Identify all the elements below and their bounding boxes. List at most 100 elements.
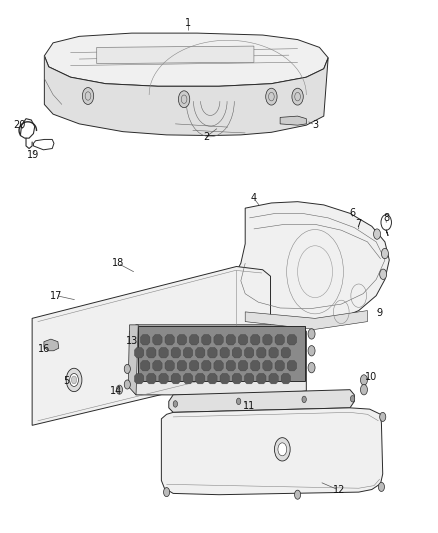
Polygon shape xyxy=(165,360,174,371)
Circle shape xyxy=(266,88,277,105)
Polygon shape xyxy=(244,348,254,358)
Polygon shape xyxy=(165,335,174,345)
Text: 7: 7 xyxy=(356,220,362,229)
Circle shape xyxy=(294,490,300,499)
Circle shape xyxy=(237,398,241,405)
Polygon shape xyxy=(184,374,193,384)
Circle shape xyxy=(380,269,387,279)
Circle shape xyxy=(124,365,131,374)
Polygon shape xyxy=(147,348,156,358)
Polygon shape xyxy=(214,360,223,371)
Circle shape xyxy=(308,345,315,356)
Polygon shape xyxy=(138,326,305,381)
Polygon shape xyxy=(263,335,272,345)
Polygon shape xyxy=(177,335,187,345)
Polygon shape xyxy=(280,116,306,125)
Polygon shape xyxy=(134,348,144,358)
Polygon shape xyxy=(214,335,223,345)
Text: 4: 4 xyxy=(251,193,257,204)
Circle shape xyxy=(308,329,315,339)
Polygon shape xyxy=(159,348,168,358)
Polygon shape xyxy=(201,360,211,371)
Polygon shape xyxy=(281,348,290,358)
Polygon shape xyxy=(232,201,389,325)
Polygon shape xyxy=(134,374,144,384)
Polygon shape xyxy=(251,335,260,345)
Polygon shape xyxy=(226,335,236,345)
Circle shape xyxy=(173,401,177,407)
Polygon shape xyxy=(159,374,168,384)
Polygon shape xyxy=(44,56,328,135)
Polygon shape xyxy=(275,360,284,371)
Circle shape xyxy=(117,385,123,394)
Polygon shape xyxy=(141,360,150,371)
Circle shape xyxy=(278,443,287,456)
Circle shape xyxy=(178,91,190,108)
Polygon shape xyxy=(32,266,271,425)
Polygon shape xyxy=(238,335,247,345)
Circle shape xyxy=(360,375,367,385)
Polygon shape xyxy=(141,335,150,345)
Polygon shape xyxy=(269,374,278,384)
Polygon shape xyxy=(263,360,272,371)
Text: 19: 19 xyxy=(27,150,39,160)
Text: 20: 20 xyxy=(13,120,25,130)
Polygon shape xyxy=(226,360,236,371)
Polygon shape xyxy=(232,348,241,358)
Text: 18: 18 xyxy=(112,259,124,268)
Circle shape xyxy=(374,229,381,239)
Polygon shape xyxy=(190,335,199,345)
Polygon shape xyxy=(238,360,247,371)
Circle shape xyxy=(292,88,303,105)
Polygon shape xyxy=(287,360,297,371)
Circle shape xyxy=(66,368,82,392)
Circle shape xyxy=(360,384,367,395)
Polygon shape xyxy=(196,374,205,384)
Polygon shape xyxy=(153,335,162,345)
Polygon shape xyxy=(287,335,297,345)
Text: 12: 12 xyxy=(333,485,345,495)
Polygon shape xyxy=(220,374,230,384)
Polygon shape xyxy=(128,325,138,395)
Polygon shape xyxy=(208,374,217,384)
Circle shape xyxy=(275,438,290,461)
Polygon shape xyxy=(196,348,205,358)
Polygon shape xyxy=(184,348,193,358)
Polygon shape xyxy=(244,374,254,384)
Circle shape xyxy=(302,396,306,402)
Polygon shape xyxy=(275,335,284,345)
Polygon shape xyxy=(44,33,328,86)
Text: 8: 8 xyxy=(383,213,389,223)
Circle shape xyxy=(350,395,355,402)
Text: 6: 6 xyxy=(350,208,356,219)
Text: 10: 10 xyxy=(365,372,377,382)
Polygon shape xyxy=(281,374,290,384)
Text: 5: 5 xyxy=(63,376,69,386)
Polygon shape xyxy=(245,311,367,329)
Polygon shape xyxy=(177,360,187,371)
Polygon shape xyxy=(208,348,217,358)
Polygon shape xyxy=(161,408,383,495)
Circle shape xyxy=(380,413,386,422)
Text: 2: 2 xyxy=(203,132,209,142)
Polygon shape xyxy=(130,325,306,395)
Polygon shape xyxy=(153,360,162,371)
Polygon shape xyxy=(269,348,278,358)
Polygon shape xyxy=(201,335,211,345)
Polygon shape xyxy=(190,360,199,371)
Polygon shape xyxy=(147,374,156,384)
Text: 9: 9 xyxy=(377,308,383,318)
Circle shape xyxy=(124,380,131,389)
Text: 13: 13 xyxy=(127,336,139,346)
Polygon shape xyxy=(171,348,180,358)
Circle shape xyxy=(381,248,389,259)
Text: 16: 16 xyxy=(38,344,50,354)
Polygon shape xyxy=(169,390,354,413)
Polygon shape xyxy=(44,339,59,351)
Text: 11: 11 xyxy=(243,401,255,411)
Text: 14: 14 xyxy=(110,386,123,396)
Polygon shape xyxy=(257,348,266,358)
Text: 3: 3 xyxy=(312,120,318,130)
Polygon shape xyxy=(251,360,260,371)
Polygon shape xyxy=(257,374,266,384)
